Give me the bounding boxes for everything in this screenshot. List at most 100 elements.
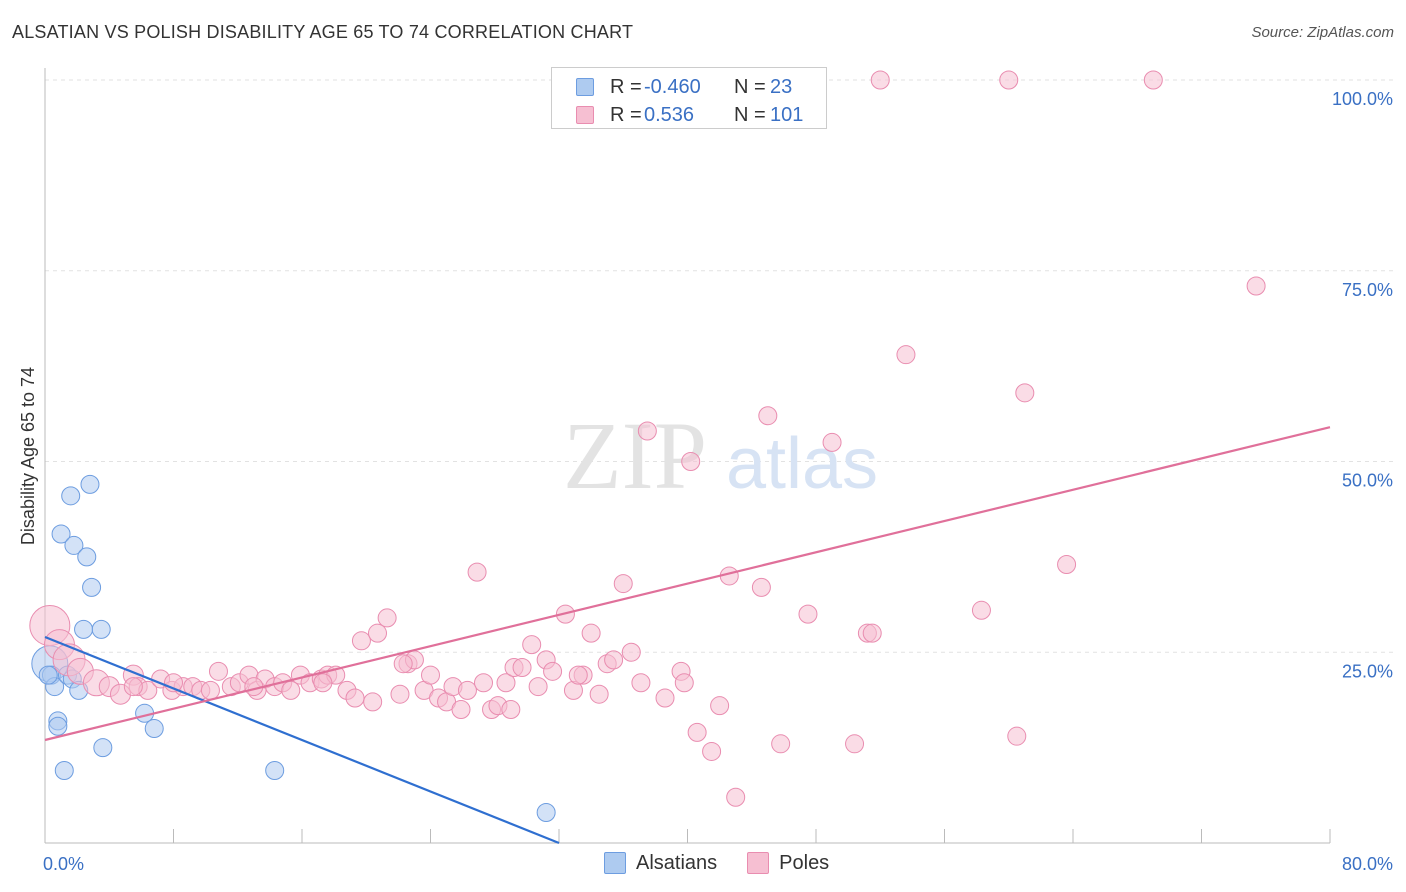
data-point-poles — [798, 604, 818, 624]
source-label: Source: ZipAtlas.com — [1251, 24, 1394, 41]
y-tick-label: 25.0% — [1342, 661, 1393, 681]
data-point-poles — [474, 673, 494, 693]
data-point-poles — [568, 665, 588, 685]
data-point-poles — [421, 665, 440, 685]
data-point-poles — [451, 699, 471, 719]
data-point-alsatians — [54, 761, 74, 781]
data-point-poles — [1015, 383, 1035, 403]
tick-labels: 25.0% 50.0% 75.0% 100.0% 0.0% 80.0% — [43, 89, 1393, 874]
data-point-poles — [351, 631, 371, 651]
watermark: ZIP atlas — [563, 402, 878, 509]
data-point-poles — [1057, 555, 1077, 575]
data-point-poles — [522, 635, 542, 655]
data-point-poles — [758, 406, 778, 426]
series-alsatians — [31, 474, 556, 822]
r-value: -0.460 — [644, 75, 701, 98]
data-point-alsatians — [48, 716, 68, 736]
data-point-poles — [896, 345, 916, 365]
legend-row-poles: R = 0.536 N = 101 — [576, 100, 826, 130]
data-point-alsatians — [82, 577, 102, 597]
poles-legend-label: Poles — [779, 851, 830, 874]
data-point-poles — [631, 673, 651, 693]
watermark-atlas: atlas — [726, 424, 878, 504]
data-point-poles — [613, 574, 633, 594]
data-point-poles — [512, 658, 532, 678]
data-point-poles — [589, 684, 609, 704]
r-value: 0.536 — [644, 103, 695, 126]
data-point-alsatians — [61, 486, 81, 506]
data-point-poles — [123, 677, 143, 697]
y-tick-label: 100.0% — [1332, 89, 1393, 109]
axes — [44, 68, 1331, 844]
legend-item-poles: Poles — [747, 852, 829, 875]
y-axis-title: Disability Age 65 to 74 — [18, 367, 38, 545]
data-point-poles — [1007, 726, 1027, 746]
data-point-alsatians — [64, 535, 84, 555]
data-point-poles — [604, 650, 624, 670]
legend-item-alsatians: Alsatians — [604, 852, 717, 875]
data-point-poles — [208, 661, 228, 681]
data-point-poles — [870, 70, 890, 90]
series-poles — [29, 70, 1266, 807]
alsatians-legend-swatch — [604, 852, 626, 874]
data-points — [29, 70, 1266, 822]
data-point-poles — [467, 562, 487, 582]
data-point-poles — [496, 673, 516, 693]
data-point-alsatians — [51, 524, 71, 544]
data-point-poles — [687, 722, 707, 742]
data-point-alsatians — [93, 738, 113, 758]
data-point-poles — [710, 696, 730, 716]
data-point-poles — [637, 421, 657, 441]
n-value: 23 — [770, 75, 793, 98]
data-point-poles — [363, 692, 383, 712]
data-point-poles — [702, 741, 722, 761]
correlation-legend: R = -0.460 N = 23 R = 0.536 N = 101 — [551, 67, 827, 129]
trend-lines — [44, 426, 1331, 845]
series-legend: Alsatians Poles — [604, 850, 859, 876]
data-point-poles — [845, 734, 865, 754]
data-point-alsatians — [38, 665, 58, 685]
data-point-poles — [390, 684, 410, 704]
data-point-poles — [393, 654, 413, 674]
data-point-poles — [822, 432, 842, 452]
r-label: R = — [610, 75, 642, 98]
data-point-poles — [345, 688, 365, 708]
trend-line-alsatians — [44, 635, 560, 845]
data-point-poles — [377, 608, 397, 628]
y-tick-label: 50.0% — [1342, 471, 1393, 491]
n-label: N = — [734, 103, 766, 126]
data-point-poles — [681, 452, 701, 471]
gridlines — [45, 79, 1395, 653]
data-point-poles — [581, 623, 601, 643]
n-label: N = — [734, 75, 766, 98]
data-point-alsatians — [80, 474, 100, 494]
poles-swatch — [576, 106, 594, 124]
data-point-poles — [971, 600, 991, 620]
data-point-alsatians — [91, 619, 111, 639]
data-point-poles — [771, 734, 791, 754]
data-point-poles — [1143, 70, 1163, 90]
n-value: 101 — [770, 103, 804, 126]
data-point-alsatians — [77, 547, 97, 567]
data-point-poles — [621, 642, 641, 662]
data-point-poles — [543, 661, 563, 681]
data-point-alsatians — [74, 619, 94, 639]
alsatians-legend-label: Alsatians — [636, 851, 718, 874]
x-tick-label: 0.0% — [43, 854, 84, 874]
data-point-alsatians — [265, 761, 285, 781]
data-point-poles — [655, 688, 675, 708]
data-point-poles — [1246, 276, 1266, 296]
r-label: R = — [610, 103, 642, 126]
data-point-poles — [200, 680, 220, 700]
watermark-zip: ZIP — [563, 402, 707, 509]
data-point-poles — [281, 680, 301, 700]
trend-line-poles — [44, 426, 1331, 742]
data-point-poles — [726, 787, 746, 807]
alsatians-swatch — [576, 78, 594, 96]
data-point-poles — [501, 699, 521, 719]
x-tick-label: 80.0% — [1342, 854, 1393, 874]
data-point-poles — [999, 70, 1019, 90]
data-point-poles — [457, 680, 477, 700]
data-point-poles — [674, 673, 694, 693]
